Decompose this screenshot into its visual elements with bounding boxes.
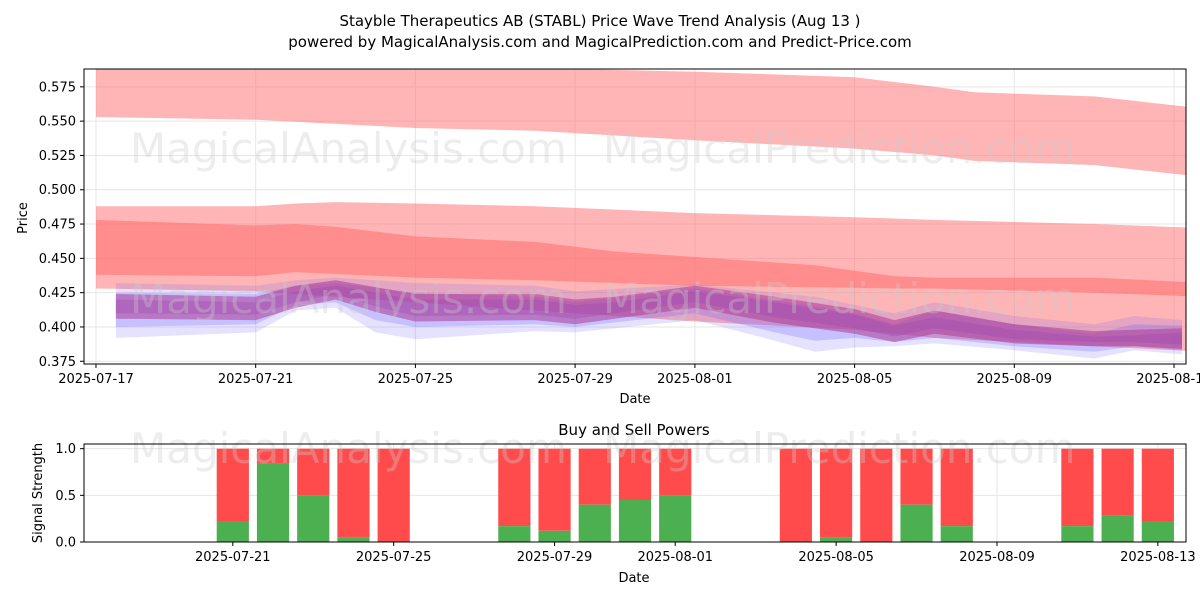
signal-y-axis-label: Signal Strength [31,443,46,543]
signal-y-tick-label: 0.0 [55,536,76,551]
red-price-band [96,219,1186,297]
price-x-tick-label: 2025-08-05 [817,372,893,387]
buy-power-bar [538,530,571,542]
price-wave-chart: MagicalAnalysis.com MagicalPrediction.co… [16,68,1200,407]
price-x-tick-label: 2025-07-25 [378,372,454,387]
chart-title-line2: powered by MagicalAnalysis.com and Magic… [288,33,912,51]
sell-power-bar [1141,448,1174,522]
price-x-tick-label: 2025-07-21 [218,372,294,387]
price-x-tick-label: 2025-08-01 [657,372,733,387]
buy-power-bar [256,463,290,542]
sell-power-bar [860,448,893,542]
price-bands [96,69,1186,359]
signal-x-tick-label: 2025-08-05 [798,550,874,565]
signal-y-tick-label: 1.0 [55,442,76,457]
buy-power-bar [940,526,973,542]
watermark-magicalanalysis-bottom: MagicalAnalysis.com [130,424,567,473]
sell-power-bar [538,448,571,531]
signal-x-tick-label: 2025-08-01 [637,550,713,565]
buy-sell-title: Buy and Sell Powers [558,421,710,439]
sell-power-bar [498,448,531,527]
price-x-tick-label: 2025-08-13 [1136,372,1200,387]
buy-power-bar [216,521,249,542]
signal-x-axis-label: Date [618,571,649,586]
price-x-axis-label: Date [619,392,650,407]
buy-sell-power-chart: Buy and Sell Powers MagicalAnalysis.com … [31,421,1196,586]
price-chart-axes: 0.375 0.400 0.425 0.450 0.475 0.500 0.525 0.550… [39,80,1200,387]
overlap-wave-band [115,280,1182,349]
sell-power-bar [1101,448,1134,516]
signal-y-tick-label: 0.5 [55,489,76,504]
sell-power-bar [256,448,290,464]
buy-power-bar [337,537,370,542]
sell-power-bar [618,448,652,500]
sell-power-bar [216,448,249,522]
blue-wave-band [115,283,1182,352]
blue-wave-band [115,277,1182,359]
sell-power-bar [900,448,933,505]
price-y-tick-label: 0.400 [39,320,76,335]
buy-power-bar [297,495,330,542]
price-y-tick-label: 0.550 [39,115,76,130]
chart-title-line1: Stayble Therapeutics AB (STABL) Price Wa… [339,12,860,30]
signal-x-tick-label: 2025-07-21 [195,550,271,565]
sell-power-bar [820,448,853,538]
buy-power-bar [1061,526,1094,542]
price-y-tick-label: 0.425 [39,286,76,301]
signal-x-tick-label: 2025-08-09 [959,550,1035,565]
signal-chart-frame [83,443,1187,543]
buy-power-bar [618,500,652,542]
watermark-magicalanalysis-top: MagicalAnalysis.com [130,124,567,173]
buy-power-bar [900,504,933,542]
price-x-tick-label: 2025-07-29 [537,372,613,387]
price-y-tick-label: 0.450 [39,252,76,267]
price-bands-clip [96,69,1186,359]
price-y-tick-label: 0.375 [39,355,76,370]
signal-x-tick-label: 2025-07-29 [517,550,593,565]
watermark-magicalprediction-mid: MagicalPrediction.com [603,274,1076,323]
buy-power-bar [659,495,692,542]
red-price-band [96,69,1186,176]
buy-power-bar [1141,521,1174,542]
watermark-magicalprediction-top: MagicalPrediction.com [603,124,1076,173]
buy-power-bar [498,526,531,542]
price-x-tick-label: 2025-07-17 [58,372,134,387]
purple-wave-band [115,280,1182,349]
sell-power-bar [377,448,410,542]
sell-power-bar [659,448,692,496]
sell-power-bar [1061,448,1094,527]
price-chart-frame [83,68,1187,365]
price-y-axis-label: Price [16,202,31,234]
signal-chart-axes: 0.0 0.5 1.0 2025-07-21 2025-07-25 2025-07-29 2… [55,442,1195,565]
purple-wave-band [115,285,1182,345]
buy-power-bar [820,537,853,542]
buy-power-bar [1101,515,1134,542]
signal-x-tick-label: 2025-07-25 [356,550,432,565]
sell-power-bar [578,448,611,505]
watermark-magicalanalysis-mid: MagicalAnalysis.com [130,274,567,323]
price-y-tick-label: 0.525 [39,149,76,164]
buy-power-bar [578,504,611,542]
signal-bars [216,448,1174,542]
sell-power-bar [297,448,330,496]
signal-x-tick-label: 2025-08-13 [1120,550,1196,565]
sell-power-bar [940,448,973,527]
price-x-tick-label: 2025-08-09 [977,372,1053,387]
sell-power-bar [337,448,370,538]
price-y-tick-label: 0.500 [39,183,76,198]
watermark-magicalprediction-bottom: MagicalPrediction.com [603,424,1076,473]
sell-power-bar [779,448,812,542]
price-y-tick-label: 0.475 [39,218,76,233]
price-y-tick-label: 0.575 [39,80,76,95]
